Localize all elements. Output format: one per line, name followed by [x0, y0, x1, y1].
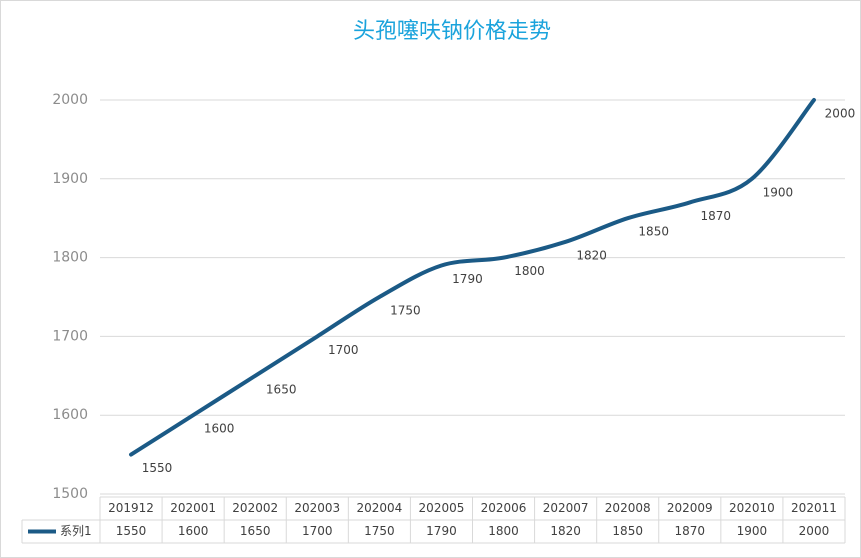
y-tick-label: 2000 [52, 92, 88, 108]
table-value: 2000 [799, 524, 830, 538]
data-label: 1900 [763, 185, 794, 199]
series-line [129, 98, 816, 457]
data-label: 1870 [701, 209, 732, 223]
x-tick-label: 202008 [605, 501, 651, 515]
data-label: 2000 [825, 107, 856, 121]
x-tick-label: 202004 [356, 501, 402, 515]
data-label: 1820 [576, 248, 607, 262]
data-label: 1550 [142, 461, 173, 475]
y-tick-label: 1700 [52, 328, 88, 344]
x-tick-label: 202006 [481, 501, 527, 515]
table-value: 1850 [612, 524, 643, 538]
table-value: 1870 [675, 524, 706, 538]
chart-title: 头孢噻呋钠价格走势 [353, 19, 551, 44]
table-value: 1800 [488, 524, 519, 538]
x-tick-label: 202003 [294, 501, 340, 515]
x-tick-label: 202001 [170, 501, 216, 515]
data-label: 1850 [638, 225, 669, 239]
y-tick-label: 1500 [52, 486, 88, 502]
x-tick-label: 202005 [419, 501, 465, 515]
table-value: 1650 [240, 524, 271, 538]
y-tick-label: 1800 [52, 250, 88, 266]
table-value: 1700 [302, 524, 333, 538]
legend-label: 系列1 [60, 524, 92, 538]
table-value: 1750 [364, 524, 395, 538]
data-label: 1650 [266, 382, 297, 396]
y-tick-label: 1900 [52, 171, 88, 187]
y-tick-label: 1600 [52, 407, 88, 423]
table-value: 1790 [426, 524, 457, 538]
table-value: 1600 [178, 524, 209, 538]
table-value: 1820 [550, 524, 581, 538]
data-label: 1700 [328, 343, 359, 357]
x-tick-label: 201912 [108, 501, 154, 515]
data-label: 1800 [514, 264, 545, 278]
data-label: 1790 [452, 272, 483, 286]
table-value: 1900 [737, 524, 768, 538]
data-label: 1600 [204, 422, 235, 436]
x-tick-label: 202010 [729, 501, 775, 515]
x-tick-label: 202002 [232, 501, 278, 515]
data-label: 1750 [390, 304, 421, 318]
x-tick-label: 202009 [667, 501, 713, 515]
x-tick-label: 202007 [543, 501, 589, 515]
table-value: 1550 [116, 524, 147, 538]
x-tick-label: 202011 [791, 501, 837, 515]
